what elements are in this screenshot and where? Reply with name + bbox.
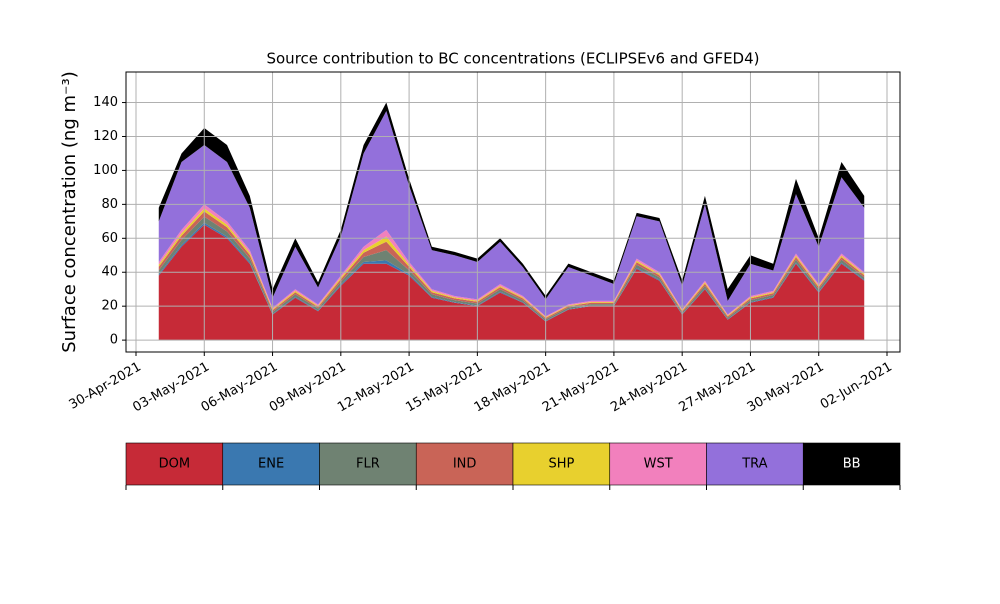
y-tick-label: 60: [101, 231, 118, 246]
x-tick-label: 21-May-2021: [540, 360, 622, 416]
area-dom: [158, 224, 865, 341]
legend-swatch: [802, 442, 901, 486]
x-tick-label: 06-May-2021: [199, 360, 281, 416]
x-tick-label: 18-May-2021: [472, 360, 554, 416]
x-tick-label: 12-May-2021: [335, 360, 417, 416]
legend-swatch: [222, 442, 320, 486]
legend-label: WST: [644, 457, 673, 472]
x-tick-label: 03-May-2021: [130, 360, 212, 416]
legend-label: DOM: [159, 457, 190, 472]
chart-title: Source contribution to BC concentrations…: [266, 50, 759, 68]
legend-label: TRA: [741, 457, 767, 472]
legend-swatch: [512, 442, 611, 486]
x-tick-label: 02-Jun-2021: [818, 360, 895, 413]
legend-label: BB: [843, 457, 861, 472]
legend-label: ENE: [258, 457, 284, 472]
y-tick-label: 0: [110, 333, 118, 348]
legend-label: FLR: [356, 457, 380, 472]
x-tick-label: 15-May-2021: [403, 360, 485, 416]
y-tick-label: 120: [93, 129, 118, 144]
x-tick-label: 30-May-2021: [745, 360, 827, 416]
y-axis-label: Surface concentration (ng m⁻³): [59, 71, 80, 353]
y-tick-label: 140: [93, 95, 118, 110]
y-tick-label: 40: [101, 265, 118, 280]
axes-frame: [125, 71, 901, 353]
legend-label: SHP: [548, 457, 574, 472]
legend: DOM ENE FLR IND SHP WST TRA BB: [125, 442, 901, 490]
area-tra: [158, 111, 865, 317]
legend-swatch: [319, 442, 417, 486]
y-tick-label: 20: [101, 299, 118, 314]
y-tick-label: 100: [93, 163, 118, 178]
y-tick-label: 80: [101, 197, 118, 212]
plot-area: 02040608010012014030-Apr-202103-May-2021…: [67, 72, 900, 415]
x-tick-label: 27-May-2021: [677, 360, 759, 416]
legend-swatch: [125, 442, 224, 486]
x-tick-label: 24-May-2021: [608, 360, 690, 416]
legend-label: IND: [453, 457, 477, 472]
x-tick-label: 09-May-2021: [267, 360, 349, 416]
legend-swatch: [415, 442, 514, 486]
